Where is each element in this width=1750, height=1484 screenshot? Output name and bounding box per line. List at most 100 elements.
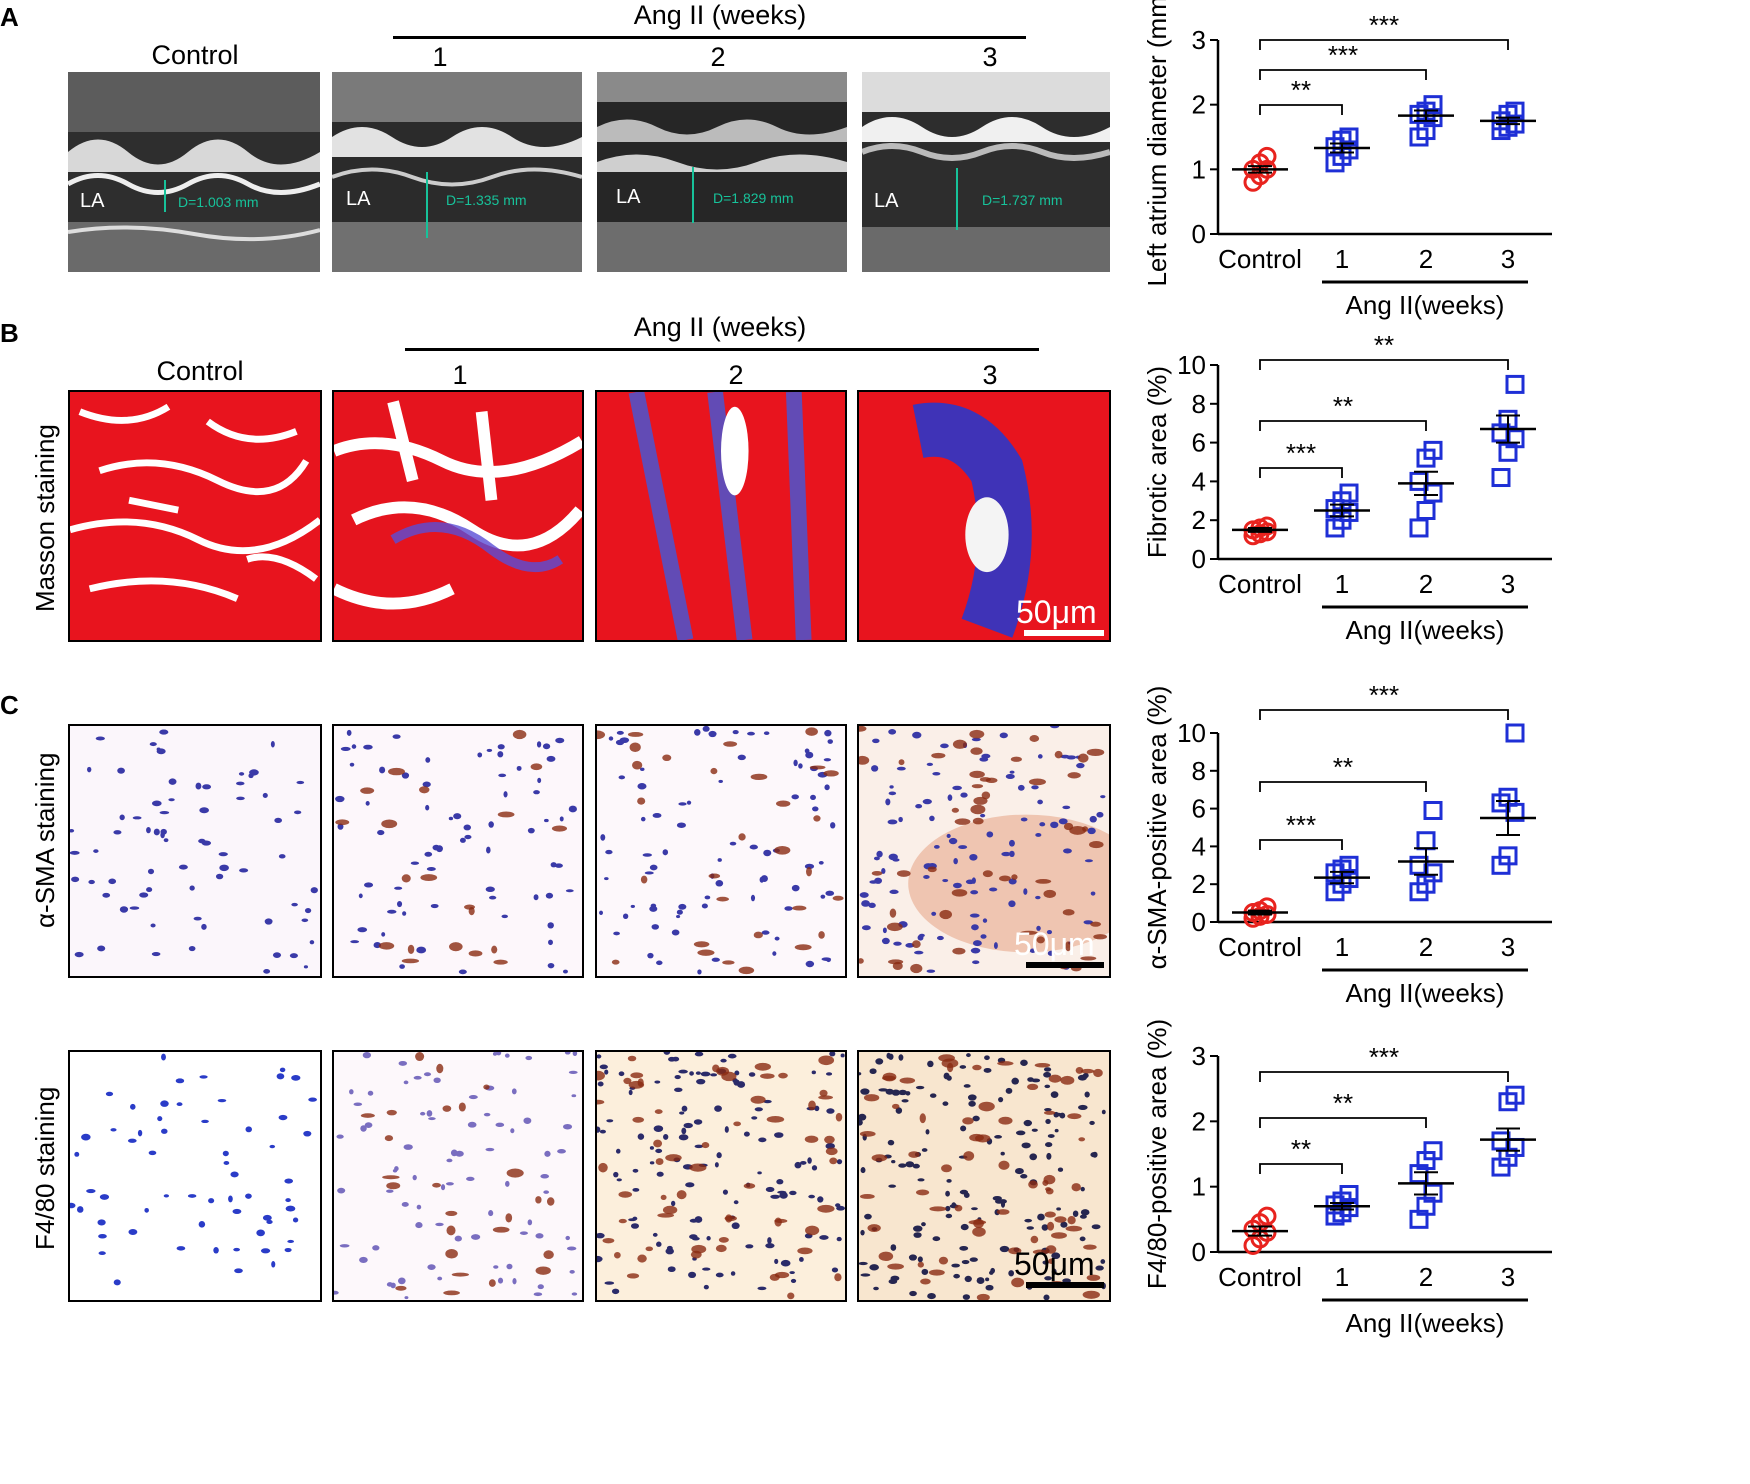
cell-nucleus: [365, 801, 370, 806]
stained-cell: [970, 804, 986, 815]
cell-nucleus: [1095, 1265, 1104, 1271]
stained-cell: [530, 763, 543, 771]
cell-nucleus: [952, 882, 962, 889]
cell-nucleus: [544, 1150, 551, 1157]
cell-nucleus: [656, 960, 663, 966]
significance-label: **: [1333, 391, 1353, 421]
cell-nucleus: [859, 1119, 863, 1126]
cell-nucleus: [1005, 773, 1015, 780]
cell-nucleus: [1009, 839, 1015, 847]
stained-cell: [640, 875, 648, 884]
cell-nucleus: [757, 1286, 767, 1291]
cell-nucleus: [770, 1194, 780, 1199]
cell-nucleus: [1072, 1210, 1079, 1217]
cell-nucleus: [763, 1099, 772, 1104]
cell-nucleus: [656, 1171, 664, 1177]
cell-nucleus: [763, 731, 770, 736]
cell-nucleus: [416, 1204, 422, 1210]
stained-cell: [449, 942, 463, 952]
cell-nucleus: [921, 1148, 928, 1152]
y-tick-label: 1: [1192, 154, 1206, 184]
stained-cell: [1048, 1258, 1055, 1264]
cell-nucleus: [961, 1259, 970, 1265]
x-group-label: Ang II(weeks): [1346, 290, 1505, 320]
significance-label: ***: [1369, 1042, 1399, 1072]
cell-nucleus: [932, 771, 941, 776]
cell-nucleus: [433, 1077, 441, 1083]
cell-nucleus: [238, 772, 245, 776]
masson-image-week2: [595, 390, 847, 642]
cell-nucleus: [463, 824, 471, 831]
cell-nucleus: [1017, 784, 1025, 791]
cell-nucleus: [811, 1165, 818, 1171]
stained-cell: [887, 1263, 904, 1270]
cell-nucleus: [963, 1084, 971, 1088]
cell-nucleus: [379, 766, 386, 774]
stained-cell: [614, 1251, 621, 1259]
cell-nucleus: [999, 732, 1008, 739]
stained-cell: [972, 1064, 982, 1071]
cell-nucleus: [1050, 821, 1059, 829]
cell-nucleus: [812, 806, 819, 812]
cell-nucleus: [129, 906, 140, 910]
scale-bar-label: 50μm: [1014, 1246, 1095, 1282]
cell-nucleus: [1060, 1221, 1068, 1228]
cell-nucleus: [1001, 851, 1011, 857]
cell-nucleus: [715, 880, 724, 887]
stained-cell: [766, 1115, 785, 1123]
cell-nucleus: [554, 863, 563, 868]
cell-nucleus: [982, 918, 988, 923]
y-tick-label: 3: [1192, 25, 1206, 55]
stained-cell: [386, 1109, 397, 1116]
cell-nucleus: [149, 742, 157, 747]
stained-cell: [381, 819, 398, 829]
cell-nucleus: [758, 1137, 767, 1143]
y-tick-label: 2: [1192, 1106, 1206, 1136]
stained-cell: [1028, 1180, 1038, 1189]
stained-cell: [835, 1112, 843, 1122]
cell-nucleus: [501, 914, 508, 919]
significance-bracket: [1259, 1117, 1427, 1128]
cell-nucleus: [951, 1263, 960, 1268]
cell-nucleus: [714, 1162, 719, 1168]
cell-nucleus: [387, 909, 397, 914]
cell-nucleus: [947, 794, 953, 801]
cell-nucleus: [767, 1237, 772, 1244]
cell-nucleus: [1043, 1294, 1050, 1300]
cell-nucleus: [1051, 1268, 1057, 1276]
cell-nucleus: [303, 965, 308, 969]
cell-nucleus: [540, 1174, 550, 1179]
stained-cell: [738, 966, 755, 975]
stained-cell: [632, 1116, 645, 1123]
cell-nucleus: [628, 1218, 637, 1222]
cell-nucleus: [656, 1241, 662, 1247]
cell-nucleus: [704, 895, 711, 900]
panel-b-col-3: 3: [982, 360, 998, 390]
cell-nucleus: [953, 1273, 960, 1279]
y-tick-label: 10: [1177, 718, 1206, 748]
y-tick-label: 2: [1192, 90, 1206, 120]
cell-nucleus: [309, 940, 315, 945]
stained-cell: [813, 815, 821, 822]
cell-nucleus: [278, 854, 286, 859]
cell-nucleus: [749, 844, 758, 850]
cell-nucleus: [765, 1243, 775, 1249]
stained-cell: [938, 1256, 949, 1265]
cell-nucleus: [965, 879, 975, 885]
stained-cell: [1069, 826, 1086, 835]
cell-nucleus: [914, 950, 924, 955]
cell-nucleus: [1029, 1153, 1038, 1161]
echo-image-week1: [332, 72, 582, 272]
cell-nucleus: [276, 1073, 285, 1080]
alpha-sma-image-week3: [857, 724, 1111, 978]
stained-cell: [712, 1064, 720, 1073]
data-point: [1491, 468, 1511, 488]
cell-nucleus: [597, 1255, 603, 1263]
cell-nucleus: [157, 1116, 163, 1122]
stained-cell: [999, 875, 1011, 882]
cell-nucleus: [234, 1268, 243, 1274]
cell-nucleus: [392, 1169, 398, 1173]
cell-nucleus: [604, 1069, 609, 1075]
cell-nucleus: [1082, 1072, 1089, 1079]
cell-nucleus: [130, 1103, 136, 1110]
